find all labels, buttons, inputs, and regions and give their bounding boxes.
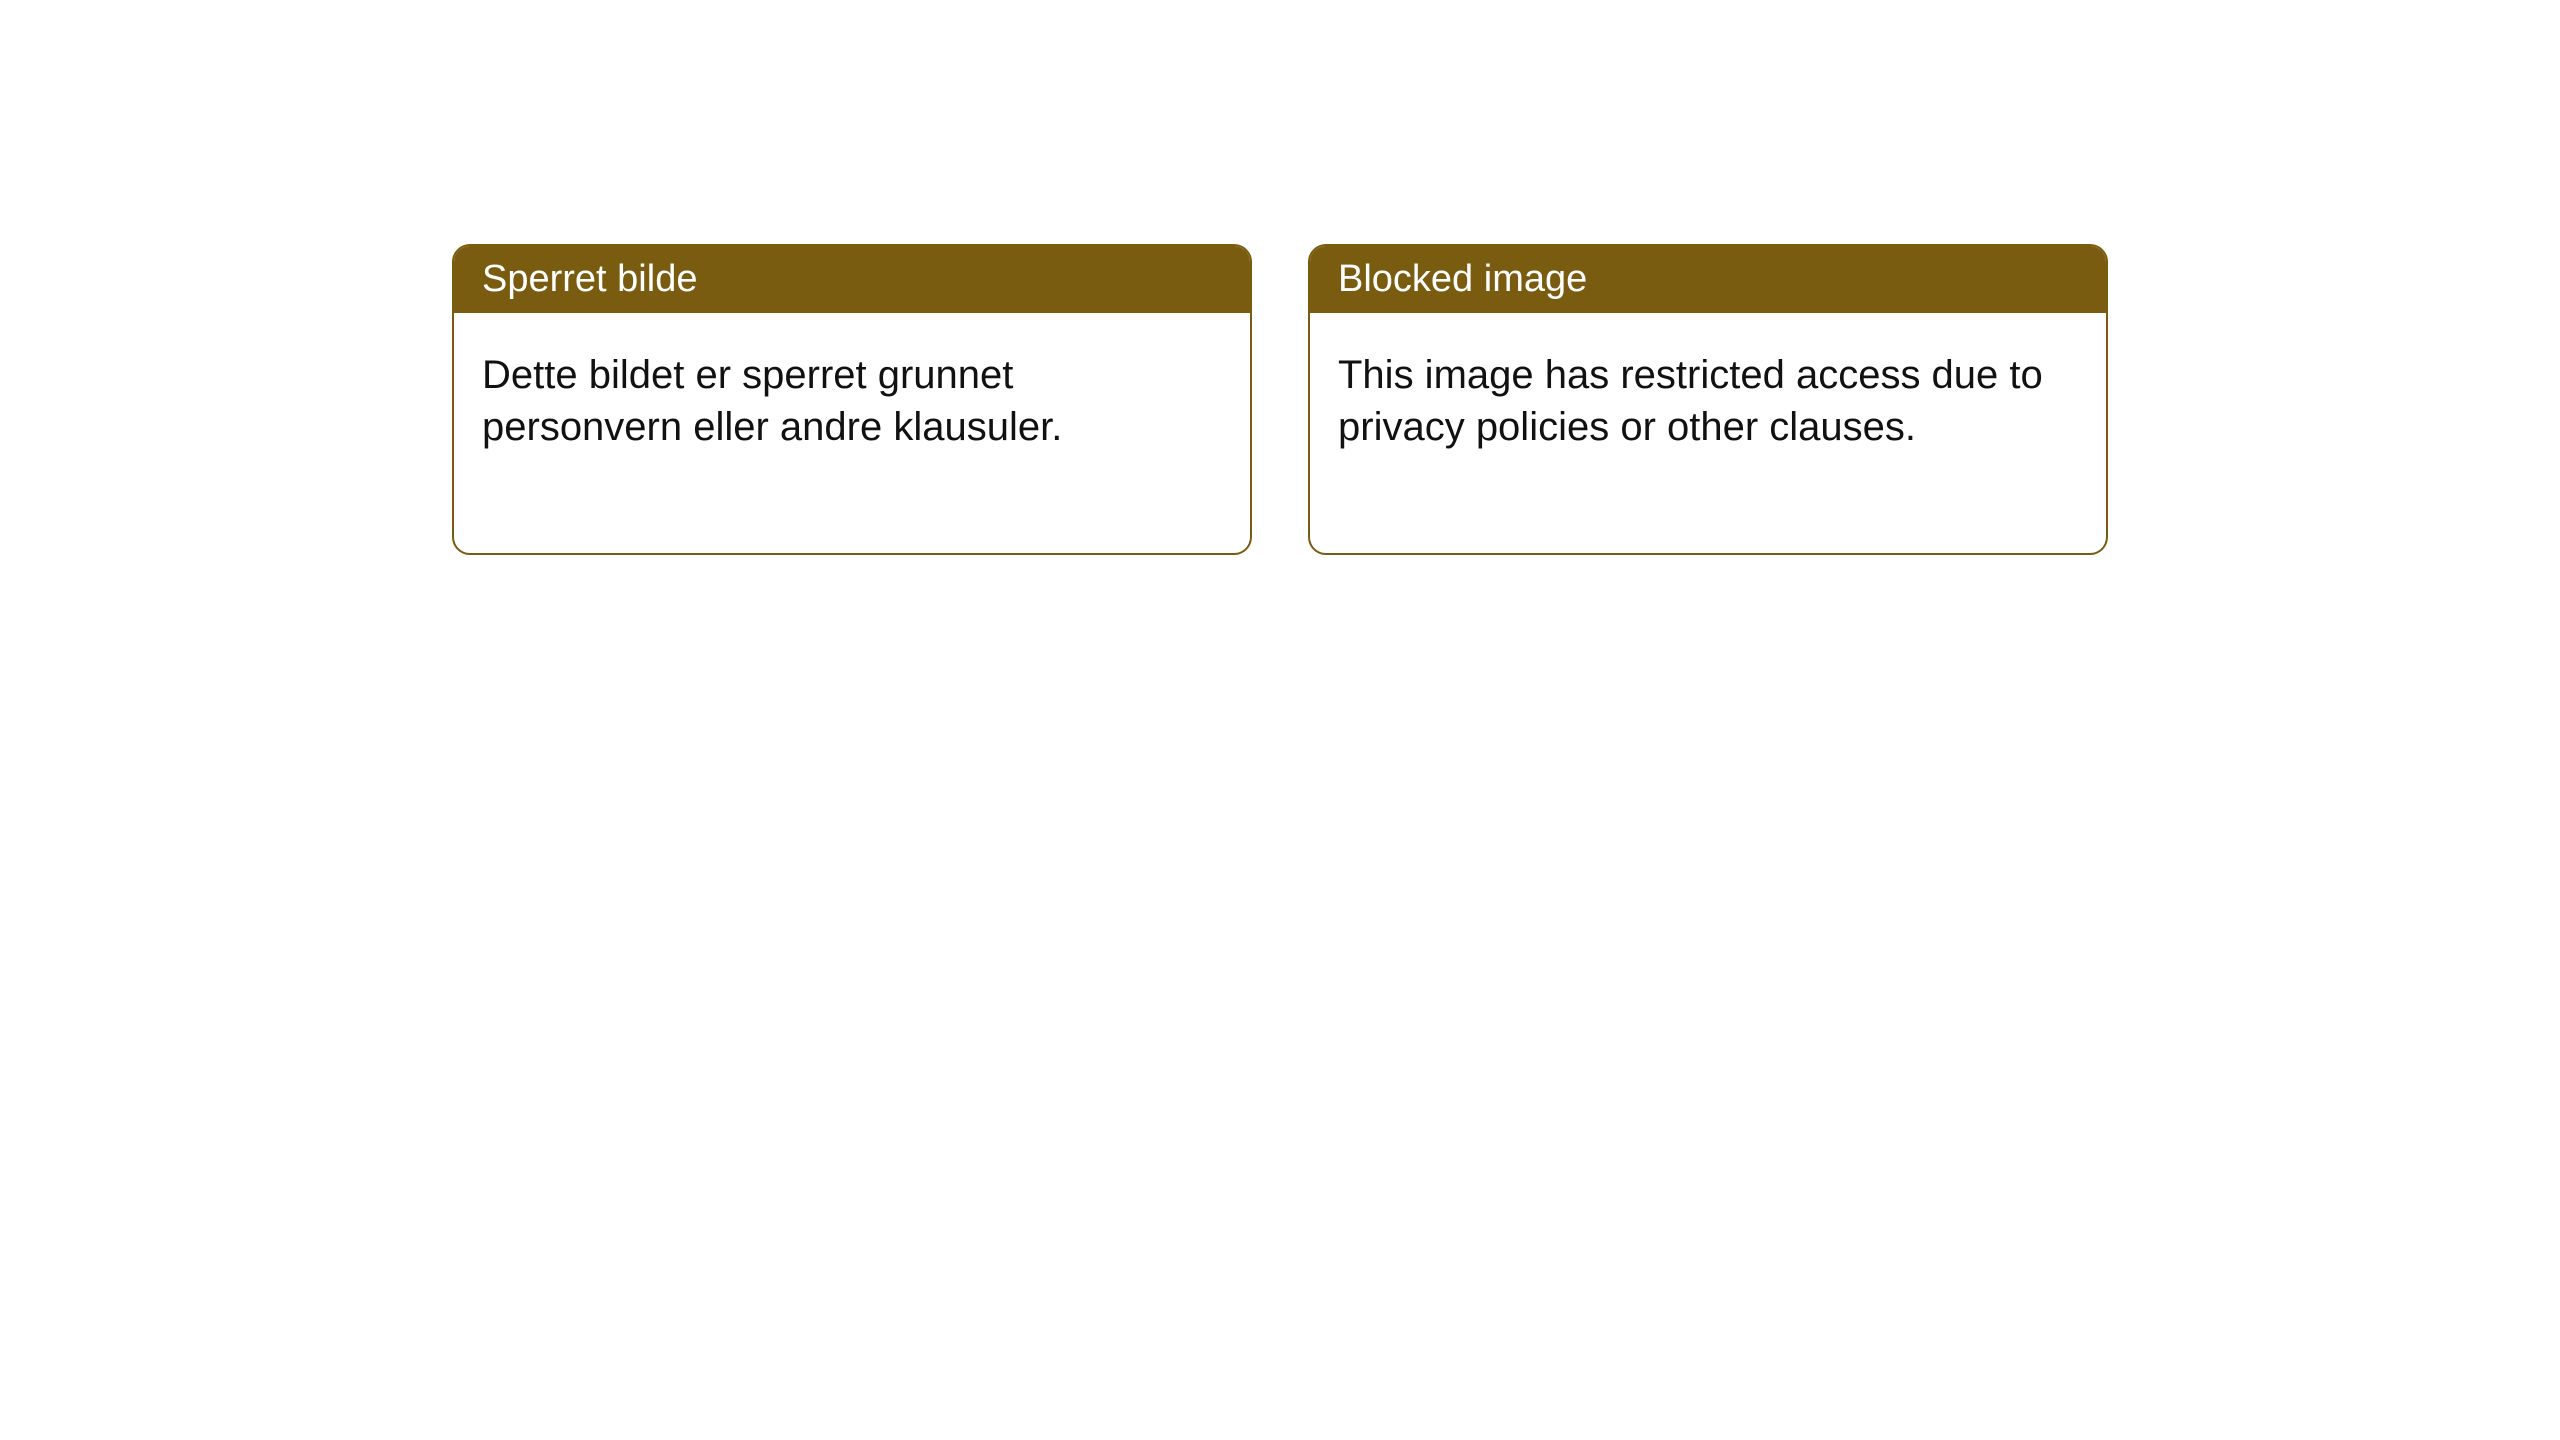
- notice-title-english: Blocked image: [1338, 258, 1587, 300]
- notice-text-english: This image has restricted access due to …: [1338, 353, 2043, 449]
- notice-header-norwegian: Sperret bilde: [454, 246, 1250, 313]
- notice-title-norwegian: Sperret bilde: [482, 258, 697, 300]
- notice-header-english: Blocked image: [1310, 246, 2106, 313]
- notice-card-english: Blocked image This image has restricted …: [1308, 244, 2108, 555]
- notice-body-english: This image has restricted access due to …: [1310, 313, 2106, 553]
- notice-card-norwegian: Sperret bilde Dette bildet er sperret gr…: [452, 244, 1252, 555]
- notice-text-norwegian: Dette bildet er sperret grunnet personve…: [482, 353, 1062, 449]
- notice-body-norwegian: Dette bildet er sperret grunnet personve…: [454, 313, 1250, 553]
